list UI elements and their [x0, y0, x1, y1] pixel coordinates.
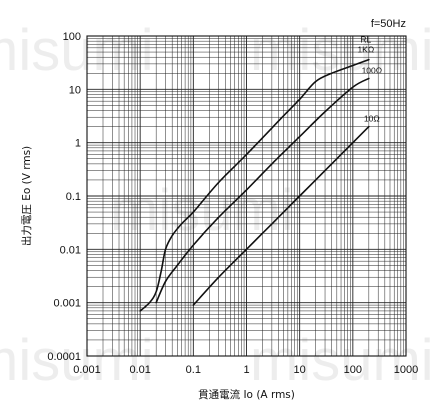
- watermark-text-1: misumi: [0, 18, 154, 83]
- series-label-2: 10Ω: [364, 114, 380, 124]
- series-label-0: 1KΩ: [357, 45, 374, 55]
- x-tick-label: 10: [294, 364, 306, 376]
- x-tick-label: 0.001: [73, 364, 101, 376]
- series-group: [139, 58, 370, 312]
- series-line-0: [139, 58, 370, 312]
- x-tick-label: 1: [243, 364, 249, 376]
- x-tick-label: 100: [344, 364, 362, 376]
- x-tick-label: 0.01: [129, 364, 150, 376]
- frequency-note: f=50Hz: [371, 18, 406, 30]
- axes: 0.001 0.01 0.1 1 10 100 10000.00010.0010.010.1…: [20, 31, 418, 401]
- x-tick-label: 0.1: [186, 364, 201, 376]
- grid: [86, 36, 406, 357]
- y-tick-label: 0.0001: [47, 351, 81, 363]
- watermark-text-4: misumi: [0, 328, 154, 393]
- legend-title: RL: [360, 35, 371, 45]
- x-axis-title: 貫通電流 Io (A rms): [198, 388, 295, 401]
- y-tick-label: 1: [75, 138, 81, 150]
- x-tick-label: 1000: [394, 364, 418, 376]
- series-line-2: [192, 125, 370, 306]
- series-label-1: 100Ω: [362, 65, 383, 75]
- series-line-1: [155, 77, 370, 304]
- y-tick-label: 0.01: [60, 244, 81, 256]
- watermark-layer: misumi misumi misumi misumi misumi: [0, 18, 434, 393]
- y-tick-label: 100: [63, 31, 81, 43]
- watermark-text-2: misumi: [250, 18, 434, 83]
- y-tick-label: 0.001: [53, 298, 81, 310]
- plot-frame: [86, 35, 407, 357]
- y-tick-label: 0.1: [66, 191, 81, 203]
- y-axis-title: 出力電圧 Eo (V rms): [20, 146, 33, 246]
- watermark-text-5: misumi: [250, 328, 434, 393]
- y-tick-label: 10: [69, 84, 81, 96]
